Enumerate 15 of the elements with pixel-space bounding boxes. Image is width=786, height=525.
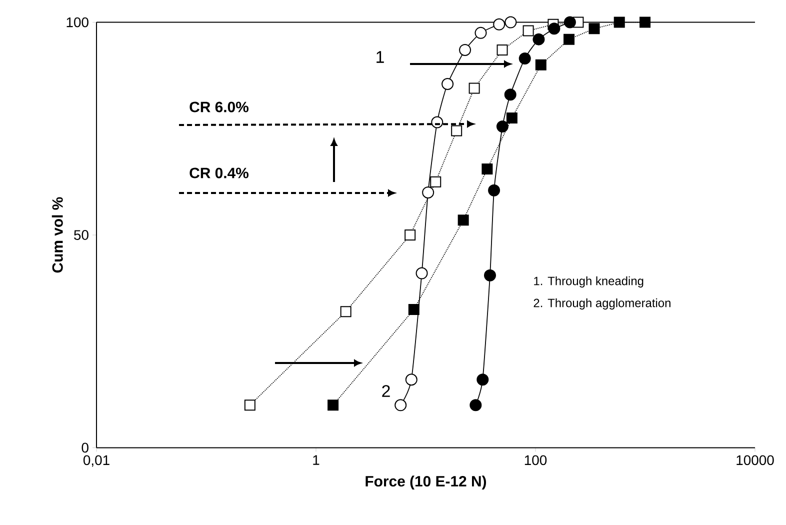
annotation: CR 6.0% (190, 102, 248, 112)
annotation: CR 0.4% (190, 168, 248, 178)
x-axis-title: Force (10 E-12 N) (366, 476, 486, 490)
y-tick-label: 100 (66, 17, 88, 28)
annotation: 1. Through kneading (534, 276, 644, 288)
annotation: 1 (376, 51, 384, 63)
y-axis-title: Cum vol % (52, 197, 63, 273)
x-tick-label: 100 (524, 455, 547, 466)
x-tick-label: 0,01 (83, 455, 110, 467)
x-tick-label: 1 (313, 455, 320, 465)
annotation: 2. Through agglomeration (534, 298, 670, 310)
annotation: 2 (382, 385, 390, 397)
y-tick-label: 0 (82, 442, 88, 453)
x-tick-label: 10000 (736, 455, 774, 466)
y-tick-label: 50 (74, 230, 88, 240)
